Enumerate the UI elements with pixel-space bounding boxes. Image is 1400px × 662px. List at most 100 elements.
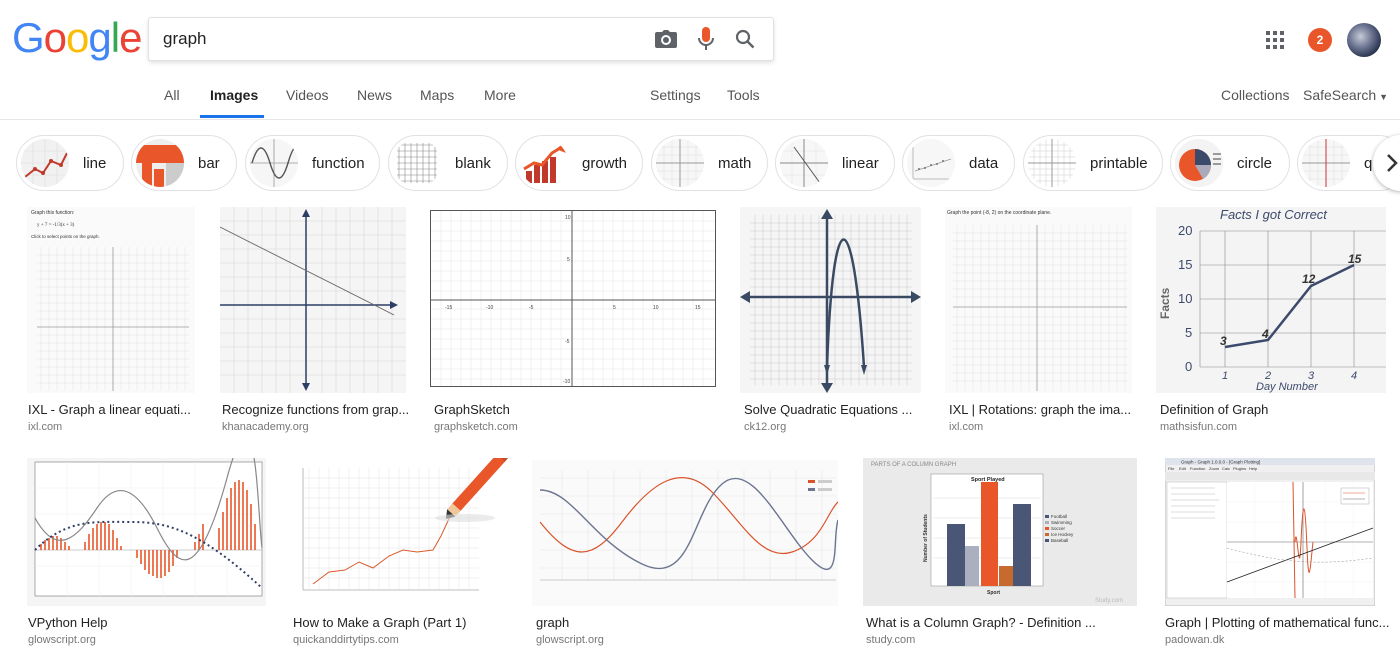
tab-images[interactable]: Images (210, 87, 259, 103)
image-result[interactable] (740, 207, 921, 393)
image-result[interactable]: PARTS OF A COLUMN GRAPH Sport Played Spo… (863, 458, 1137, 606)
result-title[interactable]: IXL | Rotations: graph the ima... (949, 402, 1132, 417)
chip-label: data (969, 154, 999, 172)
result-source: study.com (866, 634, 916, 646)
watermark: Study.com (1095, 598, 1123, 604)
image-result[interactable]: Graph this function: y + 7 = -1/3(x + 3)… (27, 207, 195, 393)
avatar[interactable] (1347, 23, 1381, 57)
image-result[interactable] (220, 207, 406, 393)
axis-tick: 2 (1264, 370, 1271, 382)
chip-thumbnail (780, 139, 828, 187)
chip-thumbnail (250, 139, 298, 187)
result-source: ixl.com (28, 421, 63, 433)
tick-label: -5 (565, 339, 570, 345)
result-title[interactable]: VPython Help (28, 615, 108, 630)
result-title[interactable]: IXL - Graph a linear equati... (28, 402, 191, 417)
thumb-text: Sport Played (971, 477, 1005, 483)
legend-item: Football (1051, 514, 1067, 519)
search-icon[interactable] (733, 27, 757, 51)
microphone-icon[interactable] (694, 27, 718, 51)
image-result[interactable]: Graph - Graph 1.0.0.0 - [Graph Plotting]… (1165, 458, 1375, 606)
data-label: 15 (1348, 252, 1362, 266)
result-title[interactable]: How to Make a Graph (Part 1) (293, 615, 467, 630)
chip-thumbnail (520, 139, 568, 187)
thumb-text: Sport (987, 590, 1000, 596)
axis-label: Day Number (1256, 381, 1319, 393)
tab-more[interactable]: More (484, 87, 516, 103)
chip-thumbnail (656, 139, 704, 187)
google-logo[interactable]: Google (12, 14, 142, 61)
safesearch-label: SafeSearch (1303, 87, 1377, 103)
chip-function[interactable]: function (245, 135, 380, 191)
chip-math[interactable]: math (651, 135, 768, 191)
chip-linear[interactable]: linear (775, 135, 895, 191)
thumb-text: Click to select points on the graph. (31, 234, 100, 239)
data-label: 4 (1261, 327, 1269, 341)
chip-blank[interactable]: blank (388, 135, 508, 191)
axis-tick: 3 (1308, 370, 1315, 382)
chip-label: blank (455, 154, 491, 172)
tab-videos[interactable]: Videos (286, 87, 329, 103)
image-result[interactable]: Facts I got Correct 20 15 10 5 0 1 2 3 4… (1156, 207, 1386, 393)
tab-news[interactable]: News (357, 87, 393, 103)
tab-tools[interactable]: Tools (727, 87, 760, 103)
result-title[interactable]: Solve Quadratic Equations ... (744, 402, 913, 417)
notifications-badge[interactable]: 2 (1308, 28, 1332, 52)
caret-down-icon: ▼ (1379, 92, 1389, 102)
menu-item: Help (1249, 466, 1258, 471)
tab-settings[interactable]: Settings (650, 87, 701, 103)
result-source: khanacademy.org (222, 421, 309, 433)
active-tab-indicator (200, 115, 264, 118)
result-title[interactable]: Recognize functions from grap... (222, 402, 410, 417)
legend-item: Ice Hockey (1051, 532, 1074, 537)
result-source: mathsisfun.com (1160, 421, 1238, 433)
image-result[interactable] (532, 460, 838, 606)
header: Google 2 All Images Videos News Maps M (0, 0, 1400, 120)
image-result[interactable] (289, 458, 508, 606)
menu-item: File (1168, 466, 1175, 471)
thumb-text: y + 7 = -1/3(x + 3) (37, 223, 75, 228)
collections-link[interactable]: Collections (1221, 87, 1290, 103)
result-title[interactable]: What is a Column Graph? - Definition ... (866, 615, 1096, 630)
tab-all[interactable]: All (164, 87, 180, 103)
chip-label: math (718, 154, 752, 172)
chip-line[interactable]: line (16, 135, 124, 191)
image-result[interactable]: Graph the point (-8, 2) on the coordinat… (945, 207, 1132, 393)
result-title[interactable]: Graph | Plotting of mathematical func... (1165, 615, 1390, 630)
tab-maps[interactable]: Maps (420, 87, 455, 103)
tick-label: -15 (445, 305, 452, 311)
chevron-right-icon (1387, 154, 1398, 172)
image-result[interactable]: -15 -10 -5 5 10 15 10 5 -5 -10 (430, 210, 716, 387)
tick-label: 5 (567, 257, 570, 263)
chip-bar[interactable]: bar (131, 135, 237, 191)
menu-item: Zoom (1209, 466, 1220, 471)
axis-tick: 5 (1185, 325, 1192, 340)
result-source: ixl.com (949, 421, 984, 433)
apps-grid-icon[interactable] (1266, 31, 1284, 49)
chip-printable[interactable]: printable (1023, 135, 1163, 191)
menu-item: Plugins (1233, 466, 1246, 471)
chip-thumbnail (136, 139, 184, 187)
safesearch-menu[interactable]: SafeSearch ▼ (1303, 87, 1388, 103)
result-source: quickanddirtytips.com (293, 634, 399, 646)
thumb-text: Graph - Graph 1.0.0.0 - [Graph Plotting] (1181, 460, 1260, 465)
chip-thumbnail (21, 139, 69, 187)
chip-circle[interactable]: circle (1170, 135, 1290, 191)
result-title[interactable]: graph (536, 615, 570, 630)
result-title[interactable]: GraphSketch (434, 402, 510, 417)
chip-thumbnail (1302, 139, 1350, 187)
search-input[interactable] (163, 18, 633, 60)
tick-label: 10 (565, 215, 571, 221)
camera-icon[interactable] (654, 27, 678, 51)
result-source: ck12.org (744, 421, 787, 433)
chip-label: printable (1090, 154, 1148, 172)
result-source: glowscript.org (28, 634, 96, 646)
thumb-text: Graph the point (-8, 2) on the coordinat… (947, 210, 1051, 216)
result-title[interactable]: Definition of Graph (1160, 402, 1269, 417)
chip-data[interactable]: data (902, 135, 1015, 191)
related-search-chips: line bar function blank growth math (0, 121, 1400, 207)
tick-label: -5 (529, 305, 534, 311)
image-result[interactable] (27, 458, 266, 606)
chip-growth[interactable]: growth (515, 135, 643, 191)
menu-item: Function (1190, 466, 1205, 471)
